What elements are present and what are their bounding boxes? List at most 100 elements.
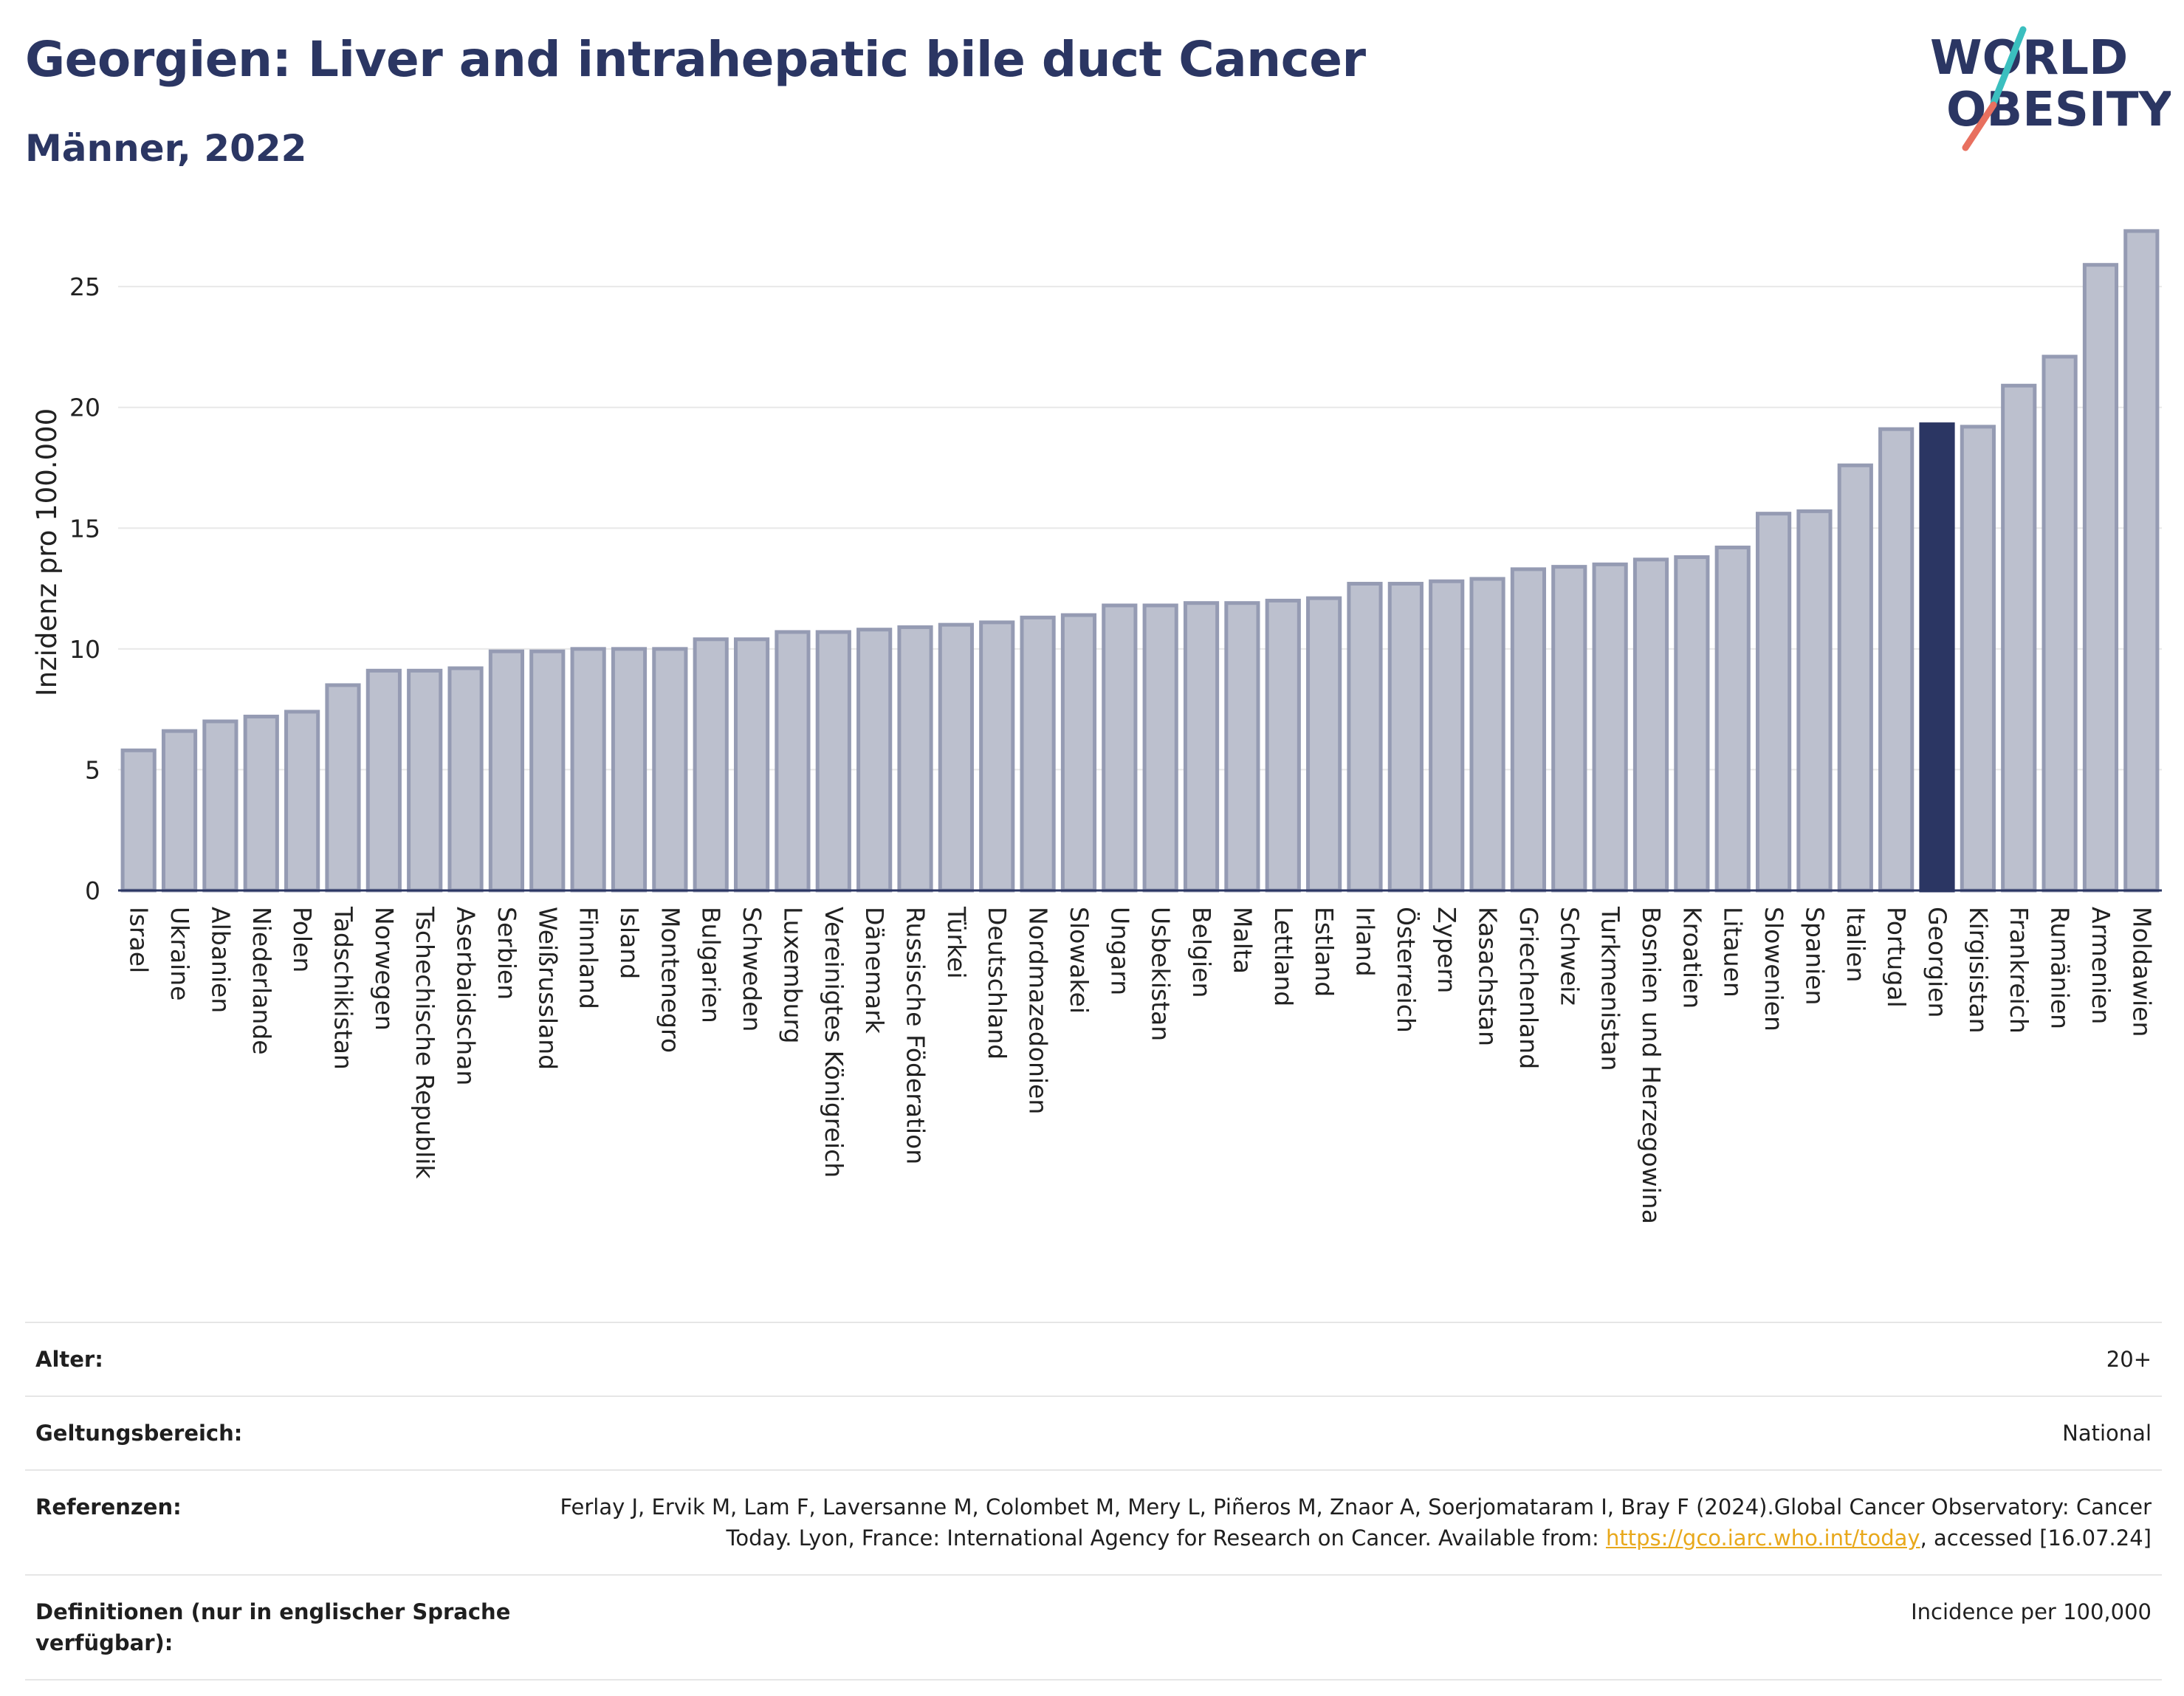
x-tick-label: Spanien bbox=[1800, 907, 1829, 1005]
bar bbox=[284, 710, 320, 893]
bar bbox=[1224, 601, 1260, 893]
meta-value-scope: National bbox=[548, 1395, 2162, 1471]
x-tick-label: Tadschikistan bbox=[329, 906, 357, 1070]
bar bbox=[897, 625, 933, 893]
bar bbox=[1551, 565, 1587, 893]
bar bbox=[1919, 422, 1955, 893]
x-tick-label: Belgien bbox=[1187, 907, 1216, 998]
x-tick-label: Russische Föderation bbox=[902, 907, 930, 1164]
bar bbox=[1714, 545, 1751, 893]
bar bbox=[447, 666, 484, 893]
meta-key-scope: Geltungsbereich: bbox=[25, 1395, 548, 1471]
reference-text: Ferlay J, Ervik M, Lam F, Laversanne M, … bbox=[560, 1494, 2152, 1551]
bar bbox=[1265, 598, 1301, 893]
bar bbox=[1183, 601, 1220, 893]
x-tick-label: Türkei bbox=[942, 906, 971, 979]
bar bbox=[693, 637, 729, 893]
x-tick-label: Usbekistan bbox=[1147, 907, 1175, 1041]
x-tick-label: Italien bbox=[1841, 907, 1870, 982]
x-tick-label: Vereinigtes Königreich bbox=[820, 907, 848, 1178]
bar bbox=[611, 647, 648, 893]
y-tick-label: 0 bbox=[85, 876, 100, 905]
bar bbox=[1306, 596, 1342, 893]
svg-text:OBESITY: OBESITY bbox=[1946, 83, 2171, 137]
meta-value-references: Ferlay J, Ervik M, Lam F, Laversanne M, … bbox=[548, 1469, 2162, 1576]
bar bbox=[856, 628, 893, 893]
x-tick-label: Slowenien bbox=[1759, 907, 1788, 1031]
bar bbox=[1632, 557, 1669, 893]
meta-key-definitions: Definitionen (nur in englischer Sprache … bbox=[25, 1574, 548, 1680]
x-tick-label: Lettland bbox=[1269, 907, 1298, 1006]
bar bbox=[1755, 512, 1792, 893]
world-obesity-logo: WORLD OBESITY bbox=[1920, 22, 2171, 155]
x-tick-label: Bosnien und Herzegowina bbox=[1637, 907, 1666, 1224]
x-tick-label: Estland bbox=[1310, 907, 1339, 997]
bar bbox=[815, 630, 851, 893]
bar bbox=[1837, 463, 1873, 893]
bar bbox=[2042, 354, 2078, 893]
x-tick-label: Slowakei bbox=[1065, 907, 1093, 1014]
x-tick-label: Serbien bbox=[492, 907, 521, 1000]
bar bbox=[407, 668, 443, 893]
x-tick-label: Portugal bbox=[1882, 907, 1911, 1008]
x-tick-label: Nordmazedonien bbox=[1024, 907, 1053, 1114]
x-tick-label: Litauen bbox=[1719, 907, 1748, 998]
bar bbox=[365, 668, 402, 893]
bar bbox=[775, 630, 811, 893]
x-tick-label: Georgien bbox=[1923, 907, 1952, 1017]
bar bbox=[1142, 603, 1178, 893]
x-tick-label: Niederlande bbox=[247, 907, 276, 1055]
bar bbox=[1102, 603, 1138, 893]
reference-accessed: , accessed [16.07.24] bbox=[1920, 1525, 2152, 1551]
y-tick-label: 15 bbox=[69, 514, 100, 543]
x-tick-label: Malta bbox=[1228, 907, 1257, 974]
bar bbox=[243, 714, 279, 893]
meta-value-age: 20+ bbox=[548, 1322, 2162, 1397]
x-tick-label: Deutschland bbox=[983, 907, 1012, 1060]
reference-link[interactable]: https://gco.iarc.who.int/today bbox=[1605, 1525, 1920, 1551]
x-tick-label: Armenien bbox=[2087, 907, 2115, 1024]
x-tick-label: Aserbaidschan bbox=[452, 907, 481, 1085]
x-tick-label: Schweden bbox=[738, 907, 766, 1031]
x-tick-label: Turkmenistan bbox=[1596, 906, 1625, 1071]
x-tick-label: Polen bbox=[288, 907, 317, 972]
x-tick-label: Norwegen bbox=[370, 907, 399, 1031]
meta-key-age: Alter: bbox=[25, 1322, 548, 1397]
x-tick-label: Dänemark bbox=[860, 907, 889, 1034]
y-tick-label: 20 bbox=[69, 394, 100, 422]
x-tick-label: Rumänien bbox=[2046, 907, 2075, 1029]
logo-graphic: WORLD OBESITY bbox=[1930, 26, 2171, 151]
bar bbox=[1347, 582, 1383, 893]
bar bbox=[1960, 425, 1996, 893]
x-tick-label: Ukraine bbox=[165, 907, 194, 1000]
meta-row-references: Referenzen: Ferlay J, Ervik M, Lam F, La… bbox=[25, 1469, 2162, 1576]
bar bbox=[161, 729, 198, 893]
bar bbox=[1469, 577, 1505, 893]
meta-key-references: Referenzen: bbox=[25, 1469, 548, 1576]
x-tick-label: Moldawien bbox=[2127, 907, 2156, 1037]
x-tick-label: Zypern bbox=[1432, 907, 1461, 993]
meta-value-definitions: Incidence per 100,000 bbox=[548, 1574, 2162, 1680]
y-tick-label: 25 bbox=[69, 272, 100, 301]
x-tick-label: Tschechische Republik bbox=[411, 906, 439, 1179]
bar bbox=[202, 719, 238, 893]
x-tick-label: Island bbox=[615, 907, 644, 979]
x-tick-label: Kirgisistan bbox=[1964, 907, 1993, 1034]
bar bbox=[1429, 579, 1465, 893]
svg-text:WORLD: WORLD bbox=[1930, 31, 2128, 86]
bar bbox=[2123, 229, 2160, 893]
bar bbox=[1878, 427, 1915, 893]
bar bbox=[1592, 562, 1628, 893]
x-tick-label: Griechenland bbox=[1514, 907, 1543, 1069]
bar bbox=[325, 683, 361, 893]
x-tick-label: Österreich bbox=[1392, 907, 1421, 1033]
bar bbox=[529, 649, 566, 893]
y-tick-label: 5 bbox=[85, 755, 100, 784]
x-tick-label: Finnland bbox=[574, 907, 603, 1009]
x-tick-label: Irland bbox=[1350, 907, 1379, 977]
x-tick-label: Ungarn bbox=[1105, 907, 1134, 995]
x-tick-label: Israel bbox=[125, 907, 154, 973]
x-tick-label: Frankreich bbox=[2005, 907, 2033, 1034]
meta-row-scope: Geltungsbereich: National bbox=[25, 1395, 2162, 1471]
meta-row-age: Alter: 20+ bbox=[25, 1322, 2162, 1397]
